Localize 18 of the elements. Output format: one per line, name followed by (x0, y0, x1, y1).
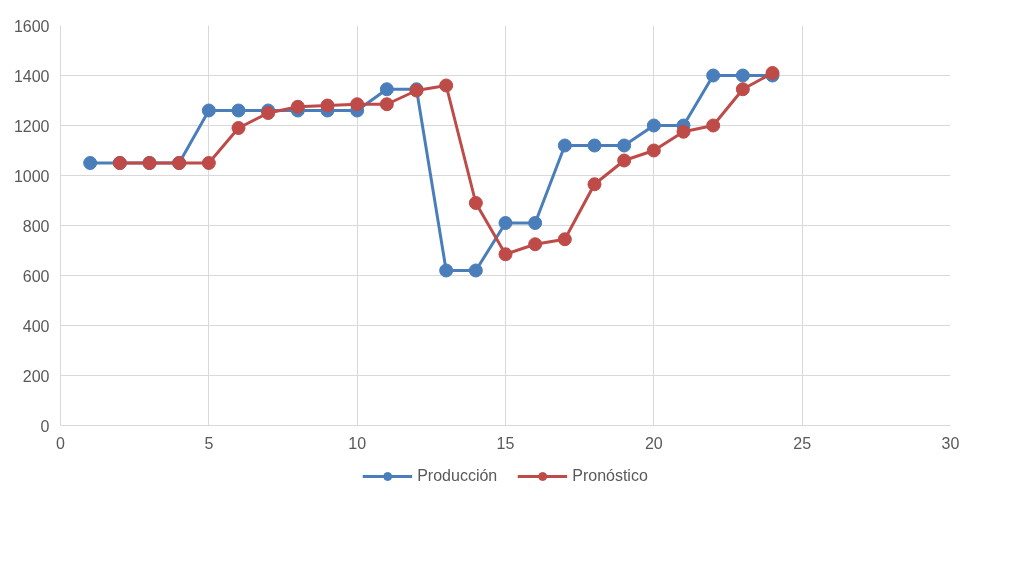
y-tick-label: 0 (40, 417, 50, 435)
x-tick-label: 10 (348, 434, 367, 452)
y-tick-label: 1000 (13, 167, 50, 185)
x-tick-label: 25 (793, 434, 812, 452)
x-tick-label: 5 (204, 434, 214, 452)
legend-label: Pronóstico (572, 467, 648, 485)
y-tick-label: 800 (22, 217, 50, 235)
x-tick-label: 20 (644, 434, 663, 452)
y-tick-label: 1600 (13, 17, 50, 35)
legend-label: Producción (417, 467, 498, 485)
y-tick-label: 200 (22, 367, 50, 385)
y-tick-label: 1200 (13, 117, 50, 135)
y-tick-label: 1400 (13, 67, 50, 85)
x-tick-label: 15 (496, 434, 515, 452)
y-tick-label: 600 (22, 267, 50, 285)
y-tick-label: 400 (22, 317, 50, 335)
x-tick-label: 30 (941, 434, 960, 452)
x-tick-label: 0 (56, 434, 66, 452)
